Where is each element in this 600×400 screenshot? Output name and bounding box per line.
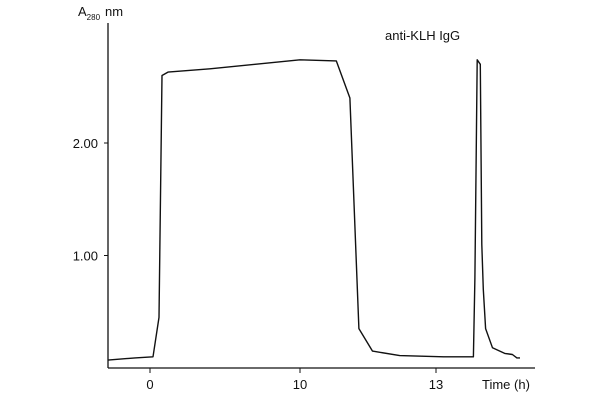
axes — [107, 23, 535, 369]
y-tick-label: 2.00 — [73, 136, 98, 151]
x-axis-title: Time (h) — [482, 377, 530, 392]
peak-annotation: anti-KLH IgG — [385, 28, 460, 43]
y-tick-label: 1.00 — [73, 249, 98, 264]
x-tick-label: 10 — [293, 377, 307, 392]
y-axis-title: A280 nm — [78, 4, 123, 22]
y-axis-title-subscript: 280 — [87, 13, 101, 22]
x-tick-label: 0 — [146, 377, 153, 392]
y-axis-title-main: A — [78, 4, 87, 19]
y-ticks: 1.00 2.00 — [73, 136, 108, 264]
y-axis-title-unit: nm — [105, 4, 123, 19]
absorbance-trace — [107, 59, 520, 361]
x-tick-label: 13 — [429, 377, 443, 392]
x-ticks: 0 10 13 — [146, 368, 443, 392]
